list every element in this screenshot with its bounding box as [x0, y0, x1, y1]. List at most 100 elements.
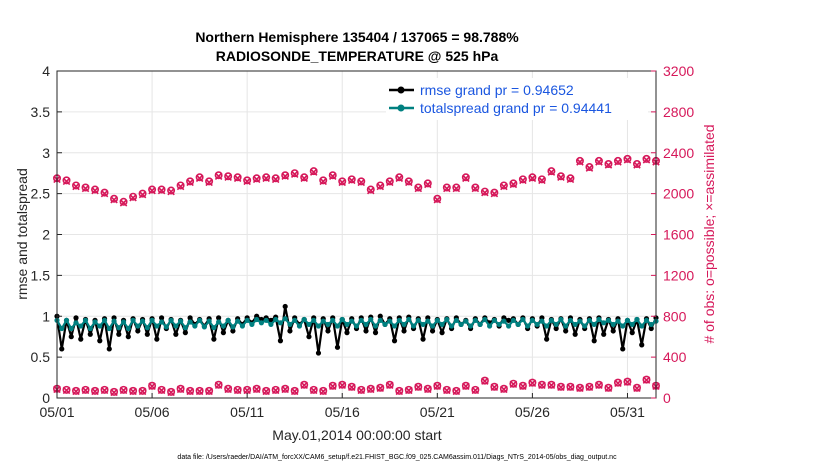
obs-possible-marker	[423, 179, 432, 188]
obs-possible-marker	[319, 386, 328, 395]
obs-possible-marker	[62, 176, 71, 185]
obs-possible-marker	[414, 382, 423, 391]
series-point-0	[420, 336, 426, 342]
series-point-1	[292, 317, 298, 323]
obs-possible-marker	[176, 181, 185, 190]
series-point-1	[482, 316, 488, 323]
obs-possible-marker	[148, 185, 157, 194]
series-point-1	[78, 323, 84, 329]
obs-possible-marker	[195, 386, 204, 395]
series-point-1	[287, 321, 293, 328]
y-tick-label: 1.5	[31, 267, 51, 283]
y-tick-label: 2	[42, 227, 50, 243]
obs-possible-marker	[623, 377, 632, 386]
obs-assimilated-marker	[205, 387, 213, 396]
series-point-1	[349, 318, 355, 324]
series-point-0	[572, 331, 578, 337]
obs-possible-marker	[72, 181, 81, 190]
obs-assimilated-marker	[186, 178, 194, 187]
series-point-0	[439, 330, 445, 336]
series-point-1	[387, 318, 393, 324]
obs-assimilated-marker	[319, 177, 327, 186]
series-point-1	[448, 323, 455, 329]
series-point-1	[158, 319, 165, 325]
obs-possible-marker	[319, 176, 328, 185]
series-point-1	[643, 317, 650, 323]
obs-assimilated-marker	[509, 180, 518, 189]
series-point-1	[339, 316, 345, 323]
obs-assimilated-marker	[395, 387, 404, 396]
series-point-1	[59, 325, 65, 332]
series-point-1	[87, 325, 93, 332]
obs-assimilated-marker	[309, 168, 318, 176]
series-point-1	[467, 323, 474, 329]
series-point-1	[235, 318, 241, 324]
obs-possible-marker	[300, 380, 309, 389]
series-point-0	[306, 334, 312, 340]
series-point-1	[586, 317, 593, 323]
series-point-0	[639, 342, 645, 348]
obs-assimilated-marker	[119, 386, 128, 395]
obs-possible-marker	[62, 385, 71, 394]
obs-possible-marker	[442, 385, 451, 394]
series-point-0	[401, 328, 407, 334]
series-point-0	[377, 313, 383, 319]
obs-possible-marker	[366, 185, 375, 194]
obs-assimilated-marker	[642, 376, 651, 384]
obs-assimilated-marker	[547, 381, 556, 389]
series-point-0	[277, 338, 284, 344]
series-point-1	[358, 317, 364, 323]
y-axis-label: rmse and totalspread	[14, 168, 30, 300]
obs-possible-marker	[404, 177, 413, 186]
obs-assimilated-marker	[300, 174, 308, 183]
obs-possible-marker	[423, 384, 432, 393]
obs-assimilated-marker	[366, 186, 375, 195]
series-point-0	[334, 344, 341, 350]
obs-possible-marker	[262, 173, 271, 182]
series-point-1	[325, 321, 331, 328]
series-point-1	[258, 320, 265, 326]
obs-assimilated-marker	[338, 178, 347, 187]
series-point-0	[144, 331, 150, 337]
series-point-1	[601, 320, 607, 326]
obs-possible-marker	[148, 381, 157, 390]
obs-assimilated-marker	[129, 387, 137, 396]
obs-possible-marker	[271, 174, 280, 183]
obs-assimilated-marker	[233, 386, 242, 395]
obs-possible-marker	[100, 188, 109, 197]
obs-assimilated-marker	[366, 385, 375, 394]
series-point-0	[553, 325, 559, 332]
obs-possible-marker	[176, 384, 185, 393]
obs-assimilated-marker	[62, 177, 71, 186]
obs-assimilated-marker	[414, 383, 423, 392]
obs-possible-marker	[566, 174, 575, 183]
y-tick-label: 0.5	[31, 349, 51, 365]
obs-possible-marker	[461, 173, 470, 182]
series-point-1	[487, 323, 493, 329]
obs-assimilated-marker	[633, 161, 641, 169]
obs-assimilated-marker	[595, 158, 603, 166]
obs-possible-marker	[214, 380, 223, 389]
legend-label-spread: totalspread grand pr = 0.94441	[420, 100, 612, 116]
obs-possible-marker	[376, 181, 385, 190]
obs-possible-marker	[452, 183, 461, 192]
obs-assimilated-marker	[62, 386, 71, 395]
series-point-1	[406, 316, 412, 323]
obs-possible-marker	[499, 181, 508, 190]
obs-possible-marker	[376, 383, 385, 392]
series-point-1	[610, 321, 616, 328]
obs-possible-marker	[347, 175, 356, 184]
obs-assimilated-marker	[614, 379, 622, 387]
obs-possible-marker	[556, 172, 565, 181]
series-point-1	[572, 321, 578, 328]
y-tick-label: 1	[42, 308, 50, 324]
obs-possible-marker	[224, 172, 233, 181]
obs-possible-marker	[186, 386, 195, 395]
obs-possible-marker	[433, 381, 442, 390]
obs-possible-marker	[452, 386, 461, 395]
y2-tick-label: 3200	[663, 63, 694, 79]
obs-assimilated-marker	[490, 189, 499, 198]
obs-possible-marker	[252, 174, 261, 183]
series-point-1	[230, 324, 236, 330]
